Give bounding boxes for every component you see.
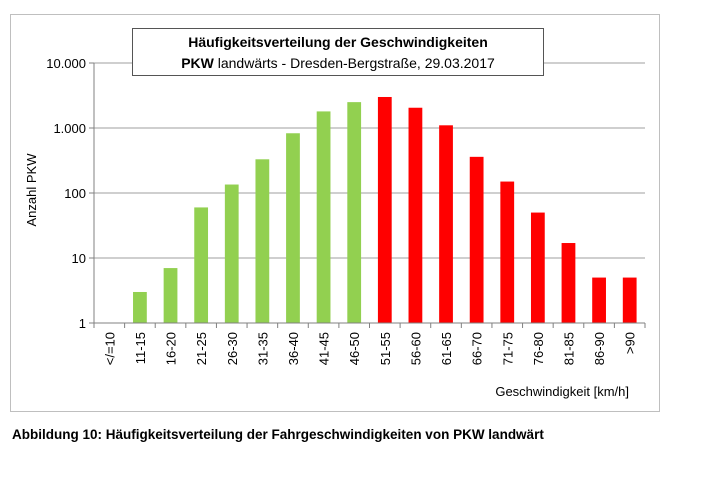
bar-41-45 [316,111,331,323]
x-tick-label: >90 [623,332,638,354]
bar-21-25 [194,207,209,323]
bar-86-90 [592,277,606,323]
axes [93,63,646,328]
x-tick-label: 81-85 [561,332,576,365]
x-tick-label: </=10 [102,332,117,365]
x-tick-label: 36-40 [286,332,301,365]
bar-51-55 [377,96,392,323]
x-tick-labels: </=10 11-15 16-20 21-25 26-30 31-35 36-40 41-45… [102,332,637,365]
y-tick-label: 10 [72,251,86,266]
chart-subtitle-rest: landwärts - Dresden-Bergstraße, 29.03.20… [213,55,495,71]
y-tick-labels: 1 10 100 1.000 10.000 [46,56,86,331]
y-tick-label: 1.000 [53,121,86,136]
x-tick-label: 41-45 [317,332,332,365]
x-tick-label: 26-30 [225,332,240,365]
bar-76-80 [530,212,545,323]
x-tick-label: 76-80 [531,332,546,365]
x-tick-label: 21-25 [194,332,209,365]
bar-61-65 [439,125,453,323]
y-tick-label: 1 [79,316,86,331]
chart-title-box: Häufigkeitsverteilung der Geschwindigkei… [132,28,544,76]
bars [133,96,637,324]
bar-36-40 [286,133,300,323]
chart-title: Häufigkeitsverteilung der Geschwindigkei… [188,34,488,50]
x-tick-label: 56-60 [408,332,423,365]
x-tick-label: 71-75 [500,332,515,365]
bar-71-75 [500,181,515,323]
bar-66-70 [469,156,484,323]
figure-caption: Abbildung 10: Häufigkeitsverteilung der … [12,427,544,442]
y-tick-label: 100 [64,186,86,201]
x-tick-label: 31-35 [255,332,270,365]
bar-26-30 [224,184,239,323]
chart-subtitle-bold: PKW [181,55,214,71]
bar->90 [622,277,637,323]
chart-subtitle: PKW landwärts - Dresden-Bergstraße, 29.0… [133,53,543,74]
y-axis-label: Anzahl PKW [24,153,39,227]
speed-distribution-chart: 1 10 100 1.000 10.000 </=10 11-15 16-20 21-25 26… [24,56,646,399]
x-axis-label: Geschwindigkeit [km/h] [495,384,629,399]
bar-16-20 [163,268,178,323]
bar-46-50 [347,102,362,323]
x-tick-label: 51-55 [378,332,393,365]
bar-31-35 [255,159,270,323]
x-tick-label: 11-15 [133,332,148,364]
x-tick-label: 61-65 [439,332,454,365]
x-tick-label: 86-90 [592,332,607,365]
chart-frame [10,14,660,412]
x-tick-label: 16-20 [164,332,179,365]
x-tick-label: 66-70 [470,332,485,365]
bar-81-85 [561,243,576,323]
y-tick-label: 10.000 [46,56,86,71]
x-tick-label: 46-50 [347,332,362,365]
bar-56-60 [408,107,423,324]
bar-11-15 [133,291,147,323]
